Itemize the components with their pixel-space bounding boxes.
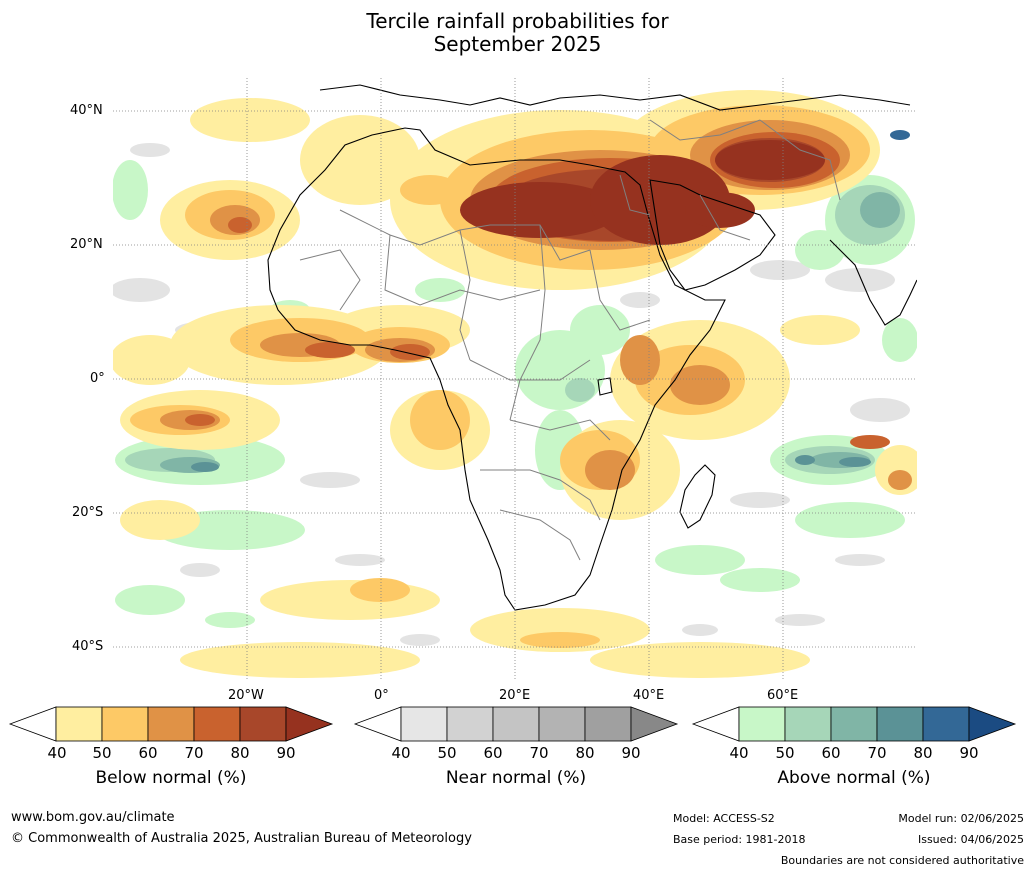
colorbar-below-segment	[55, 706, 103, 742]
colorbar-below-tick: 40	[47, 744, 67, 762]
colorbars	[8, 706, 1017, 742]
lat-label-40n: 40°N	[70, 103, 103, 118]
africa-coastline	[267, 127, 726, 611]
colorbar-near	[353, 706, 679, 742]
title-line-1: Tercile rainfall probabilities for	[366, 9, 669, 33]
footer-disclaimer: Boundaries are not considered authoritat…	[780, 854, 1024, 867]
colorbar-above-segment	[922, 706, 970, 742]
colorbar-below-tick: 80	[230, 744, 250, 762]
country-borders	[299, 119, 841, 561]
footer-model: Model: ACCESS-S2	[673, 812, 775, 825]
colorbar-near-segment	[400, 706, 448, 742]
colorbar-below-segment	[239, 706, 287, 742]
colorbar-near-over-triangle	[630, 706, 679, 742]
lon-label-20e: 20°E	[499, 688, 531, 703]
europe-coastline	[319, 84, 911, 111]
lon-label-60e: 60°E	[767, 688, 799, 703]
lat-label-40s: 40°S	[72, 639, 104, 654]
above-normal-areas	[113, 130, 917, 628]
colorbar-above-label: Above normal (%)	[777, 768, 931, 788]
colorbar-near-tick: 60	[483, 744, 503, 762]
colorbar-below-label: Below normal (%)	[95, 768, 247, 788]
colorbar-above-tick: 60	[821, 744, 841, 762]
below-normal-areas	[113, 90, 917, 678]
colorbar-below-tick: 90	[276, 744, 296, 762]
lat-label-20s: 20°S	[72, 505, 104, 520]
colorbar-below-segment	[193, 706, 241, 742]
colorbar-near-segment	[538, 706, 586, 742]
footer-issued: Issued: 04/06/2025	[917, 833, 1024, 846]
footer-copyright: © Commonwealth of Australia 2025, Austra…	[11, 831, 472, 846]
colorbar-below-tick: 60	[138, 744, 158, 762]
colorbar-below-segment	[147, 706, 195, 742]
colorbar-near-tick: 40	[391, 744, 411, 762]
india-coastline	[829, 239, 917, 326]
colorbar-near-segment	[446, 706, 494, 742]
coastlines	[267, 84, 917, 611]
footer-base-period: Base period: 1981-2018	[673, 833, 806, 846]
madagascar-coastline	[679, 464, 716, 529]
colorbar-near-tick: 70	[529, 744, 549, 762]
lon-label-20w: 20°W	[228, 688, 264, 703]
colorbar-above-tick: 50	[775, 744, 795, 762]
colorbar-above	[691, 706, 1017, 742]
colorbar-above-segment	[830, 706, 878, 742]
footer-model-run: Model run: 02/06/2025	[898, 812, 1024, 825]
colorbar-below-over-triangle	[285, 706, 334, 742]
colorbar-below-tick: 70	[184, 744, 204, 762]
colorbar-below-under-triangle	[8, 706, 57, 742]
chart-title: Tercile rainfall probabilities for Septe…	[0, 10, 1035, 56]
colorbar-near-tick: 90	[621, 744, 641, 762]
gridlines	[113, 78, 917, 681]
lat-label-0: 0°	[90, 371, 105, 386]
colorbar-above-over-triangle	[968, 706, 1017, 742]
colorbar-near-label: Near normal (%)	[445, 768, 587, 788]
lat-label-20n: 20°N	[70, 237, 103, 252]
colorbar-above-segment	[784, 706, 832, 742]
colorbar-above-under-triangle	[691, 706, 740, 742]
colorbar-below	[8, 706, 334, 742]
colorbar-above-segment	[738, 706, 786, 742]
lon-label-40e: 40°E	[633, 688, 665, 703]
colorbar-below-segment	[101, 706, 149, 742]
colorbar-below-tick: 50	[92, 744, 112, 762]
colorbar-above-tick: 70	[867, 744, 887, 762]
colorbar-near-segment	[492, 706, 540, 742]
footer-website: www.bom.gov.au/climate	[11, 810, 175, 825]
colorbar-above-tick: 40	[729, 744, 749, 762]
colorbar-above-segment	[876, 706, 924, 742]
colorbar-near-under-triangle	[353, 706, 402, 742]
colorbar-above-tick: 90	[959, 744, 979, 762]
lon-label-0: 0°	[374, 688, 389, 703]
colorbar-above-tick: 80	[913, 744, 933, 762]
colorbar-near-segment	[584, 706, 632, 742]
map-panel	[113, 78, 917, 681]
title-line-2: September 2025	[433, 32, 602, 56]
colorbar-near-tick: 50	[437, 744, 457, 762]
colorbar-near-tick: 80	[575, 744, 595, 762]
